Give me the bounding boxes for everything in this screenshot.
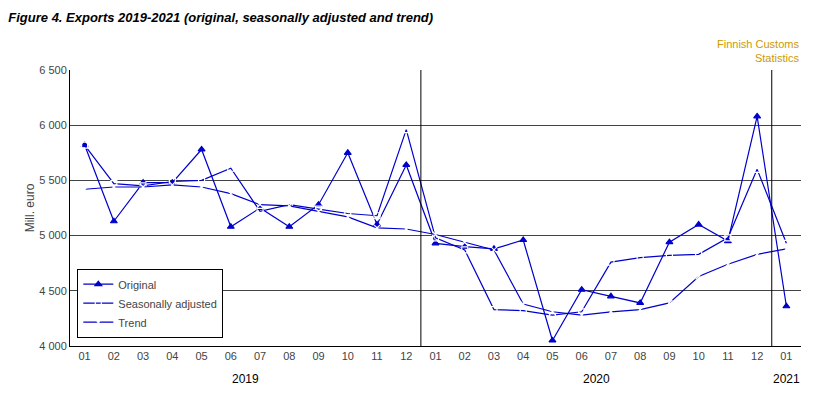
svg-text:07: 07	[605, 350, 617, 362]
svg-text:Seasonally adjusted: Seasonally adjusted	[118, 298, 216, 310]
svg-text:2021: 2021	[773, 372, 800, 386]
svg-text:06: 06	[576, 350, 588, 362]
svg-text:10: 10	[342, 350, 354, 362]
svg-text:Original: Original	[118, 279, 156, 291]
svg-text:5 500: 5 500	[39, 174, 67, 186]
svg-text:04: 04	[166, 350, 178, 362]
svg-text:08: 08	[634, 350, 646, 362]
svg-text:4 000: 4 000	[39, 340, 67, 352]
svg-text:05: 05	[546, 350, 558, 362]
svg-text:Trend: Trend	[118, 317, 146, 329]
svg-text:09: 09	[312, 350, 324, 362]
svg-text:6 000: 6 000	[39, 119, 67, 131]
svg-text:03: 03	[488, 350, 500, 362]
svg-text:4 500: 4 500	[39, 285, 67, 297]
svg-text:Finnish CustomsStatistics: Finnish CustomsStatistics	[717, 38, 799, 64]
svg-text:11: 11	[722, 350, 733, 362]
svg-text:08: 08	[283, 350, 295, 362]
svg-text:6 500: 6 500	[39, 64, 67, 76]
svg-text:02: 02	[459, 350, 471, 362]
svg-text:11: 11	[371, 350, 382, 362]
svg-text:5 000: 5 000	[39, 229, 67, 241]
svg-text:04: 04	[517, 350, 529, 362]
svg-text:12: 12	[400, 350, 412, 362]
svg-text:01: 01	[429, 350, 441, 362]
svg-text:03: 03	[137, 350, 149, 362]
svg-text:12: 12	[751, 350, 763, 362]
svg-text:06: 06	[225, 350, 237, 362]
svg-text:01: 01	[780, 350, 792, 362]
svg-text:05: 05	[195, 350, 207, 362]
svg-text:09: 09	[663, 350, 675, 362]
svg-text:10: 10	[693, 350, 705, 362]
svg-text:02: 02	[108, 350, 120, 362]
svg-text:Mill. euro: Mill. euro	[23, 183, 37, 232]
svg-text:Figure 4. Exports 2019-2021 (o: Figure 4. Exports 2019-2021 (original, s…	[8, 10, 433, 25]
svg-text:01: 01	[78, 350, 90, 362]
svg-text:2020: 2020	[583, 372, 610, 386]
svg-text:07: 07	[254, 350, 266, 362]
svg-text:2019: 2019	[232, 372, 259, 386]
